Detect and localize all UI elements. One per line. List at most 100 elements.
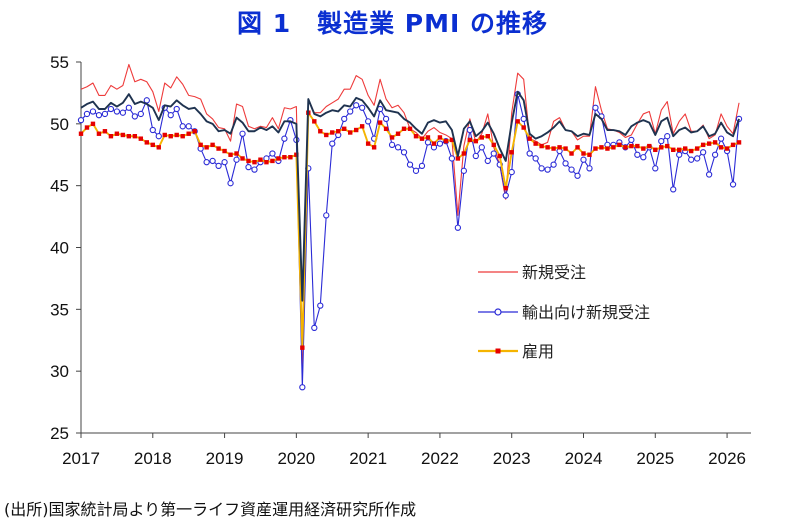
data-point-export-orders (705, 171, 713, 178)
x-tick-label: 2021 (349, 449, 387, 468)
y-tick-label: 35 (50, 300, 69, 319)
data-point-export-orders (640, 154, 647, 161)
data-point-export-orders (412, 167, 420, 174)
legend-label-new-orders: 新規受注 (522, 263, 586, 282)
data-point-employment (659, 145, 664, 150)
data-point-employment (210, 142, 215, 148)
data-point-employment (503, 185, 508, 191)
data-point-employment (437, 135, 443, 140)
data-point-employment (276, 156, 281, 161)
data-point-employment (521, 125, 526, 130)
data-point-export-orders (119, 109, 127, 116)
source-note: (出所)国家統計局より第一ライフ資産運用経済研究所作成 (4, 500, 417, 519)
data-point-employment (252, 159, 257, 165)
data-point-employment (467, 137, 473, 143)
data-point-employment (641, 146, 646, 151)
data-point-employment (192, 129, 197, 134)
data-point-export-orders (113, 108, 121, 115)
data-point-employment (527, 136, 532, 141)
data-point-export-orders (95, 112, 103, 119)
data-point-employment (718, 145, 724, 150)
y-tick-label: 30 (50, 362, 69, 381)
data-point-employment (587, 152, 592, 157)
data-point-employment (342, 126, 347, 131)
data-point-export-orders (347, 108, 354, 115)
data-point-employment (282, 155, 287, 160)
data-point-employment (114, 131, 120, 136)
data-point-employment (401, 126, 407, 131)
data-point-employment (312, 119, 317, 124)
x-tick-label: 2018 (134, 449, 172, 468)
data-point-employment (318, 129, 323, 134)
data-point-employment (623, 145, 628, 150)
y-tick-label: 25 (50, 424, 69, 443)
data-point-employment (359, 124, 365, 129)
data-point-employment (78, 131, 84, 136)
data-point-employment (294, 152, 299, 157)
data-point-employment (389, 135, 395, 140)
data-point-export-orders (209, 157, 216, 165)
x-tick-label: 2017 (62, 449, 100, 468)
data-point-employment (246, 158, 251, 164)
data-point-employment (270, 158, 275, 164)
x-tick-label: 2023 (493, 449, 531, 468)
data-point-employment (288, 155, 293, 160)
data-point-employment (102, 129, 108, 134)
data-point-employment (240, 156, 245, 161)
data-point-employment (653, 147, 658, 153)
series-line-new-orders (80, 63, 740, 381)
data-point-export-orders (167, 112, 174, 119)
data-point-export-orders (359, 104, 366, 111)
line-chart: 25 30 35 40 45 50 55 2017 2018 2019 2020 2021 2022 20… (50, 53, 751, 468)
data-point-employment (724, 146, 730, 151)
data-point-employment (132, 134, 138, 139)
data-point-employment (419, 136, 425, 141)
data-point-export-orders (281, 135, 288, 142)
data-point-export-orders (131, 113, 138, 120)
data-point-export-orders (382, 115, 390, 123)
data-point-export-orders (586, 165, 593, 172)
data-point-employment (443, 138, 449, 144)
data-point-export-orders (233, 156, 240, 163)
data-point-employment (563, 146, 568, 151)
data-point-employment (617, 142, 622, 148)
data-point-export-orders (269, 150, 276, 157)
data-point-export-orders (472, 152, 479, 160)
data-point-employment (407, 126, 413, 131)
data-point-export-orders (317, 302, 324, 309)
data-point-employment (497, 153, 502, 159)
data-point-employment (431, 141, 437, 146)
data-point-export-orders (520, 115, 527, 123)
data-point-export-orders (299, 384, 306, 391)
data-point-employment (395, 131, 401, 136)
data-point-export-orders (688, 156, 695, 163)
data-point-employment (138, 136, 144, 141)
data-point-employment (677, 147, 682, 153)
data-point-employment (629, 143, 634, 149)
data-point-export-orders (502, 192, 509, 199)
data-point-employment (736, 140, 742, 145)
data-point-employment (300, 345, 305, 350)
data-point-employment (198, 142, 203, 148)
data-point-employment (156, 145, 161, 150)
data-point-export-orders (143, 97, 150, 104)
data-point-export-orders (101, 110, 109, 118)
data-point-export-orders (658, 137, 665, 145)
data-point-employment (581, 151, 586, 156)
data-point-employment (234, 151, 239, 156)
legend-item-employment: 雇用 (478, 342, 554, 361)
data-point-employment (186, 131, 191, 136)
data-point-employment (700, 142, 706, 148)
data-point-export-orders (137, 110, 144, 118)
data-point-export-orders (353, 102, 360, 109)
data-point-export-orders (711, 151, 719, 158)
data-point-employment (593, 146, 598, 151)
data-point-employment (174, 132, 179, 138)
data-point-employment (509, 150, 514, 155)
data-point-export-orders (215, 162, 222, 170)
data-point-employment (324, 132, 329, 138)
data-point-export-orders (388, 141, 396, 149)
data-point-employment (126, 134, 132, 139)
y-tick-label: 50 (50, 115, 69, 134)
data-point-employment (455, 156, 461, 161)
